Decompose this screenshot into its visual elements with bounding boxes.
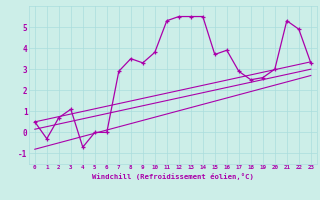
X-axis label: Windchill (Refroidissement éolien,°C): Windchill (Refroidissement éolien,°C) <box>92 173 254 180</box>
